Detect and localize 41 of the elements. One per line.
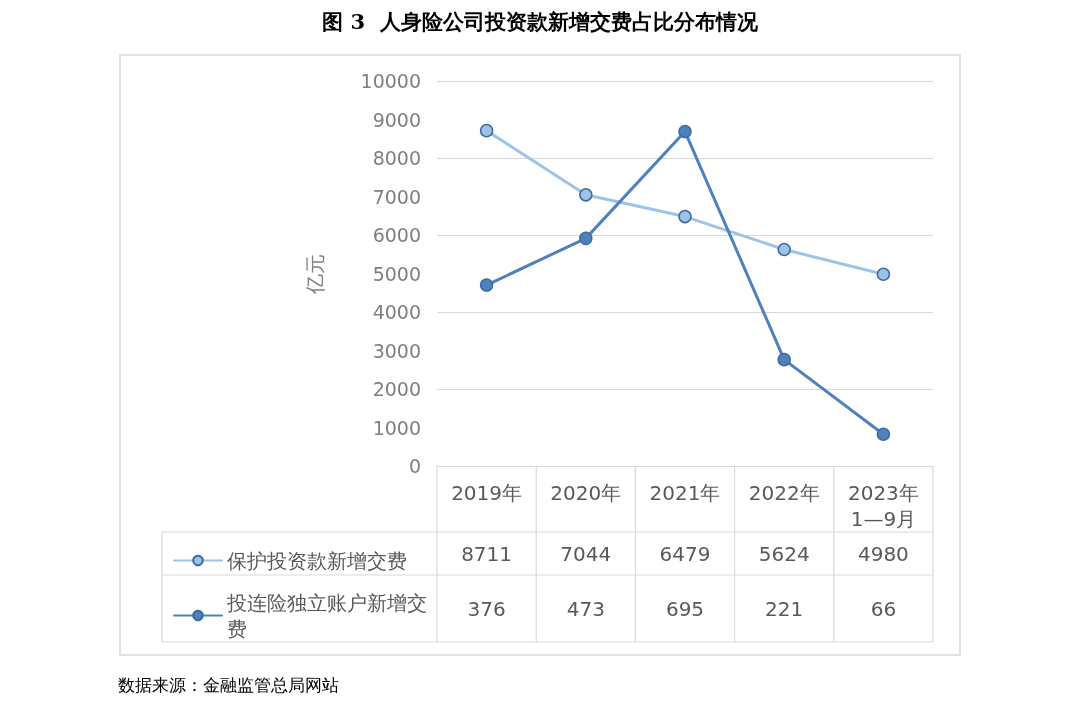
data-label: 695 [665,596,705,621]
y-tick-label: 4000 [372,301,421,323]
y-tick-label: 10000 [360,70,421,92]
legend-label: 投连险独立账户新增交费 [226,590,427,641]
y-tick-label: 7000 [372,185,421,208]
point [777,242,791,257]
y-tick-label: 1000 [372,416,421,439]
data-label: 473 [566,596,605,621]
y-axis-title: 亿元 [303,253,327,295]
y-tick-label: 0 [408,455,421,477]
data-label: 221 [765,596,804,621]
data-label: 66 [870,596,897,621]
point [876,427,891,441]
point [876,267,891,282]
legend-label: 保护投资款新增交费 [227,548,407,573]
y-tick-label: 8000 [372,147,421,169]
y-tick-label: 5000 [372,262,421,285]
y-tick-label: 9000 [372,108,421,131]
point [579,188,593,202]
data-label: 5624 [758,541,810,566]
point [479,278,494,292]
data-label: 4980 [857,541,909,566]
x-tick-label: 2020年 [550,481,622,505]
data-label: 6479 [659,541,711,566]
data-label: 376 [467,596,506,621]
x-tick-label: 2022年 [748,481,820,505]
point [479,123,494,138]
chart-title: 图 3 人身险公司投资款新增交费占比分布情况 [322,9,759,34]
y-tick-label: 6000 [372,224,421,246]
x-tick-label: 2023年1—9月 [847,481,919,531]
y-tick-label: 2000 [372,378,421,400]
point [678,209,692,224]
point [777,352,791,367]
x-tick-label: 2019年 [451,481,523,505]
x-tick-label: 2021年 [649,481,721,505]
data-label: 8711 [461,541,513,566]
data-label: 7044 [560,541,612,566]
point [579,231,593,246]
y-tick-label: 3000 [372,339,421,362]
source-note: 数据来源：金融监管总局网站 [118,674,339,695]
point [678,124,692,139]
